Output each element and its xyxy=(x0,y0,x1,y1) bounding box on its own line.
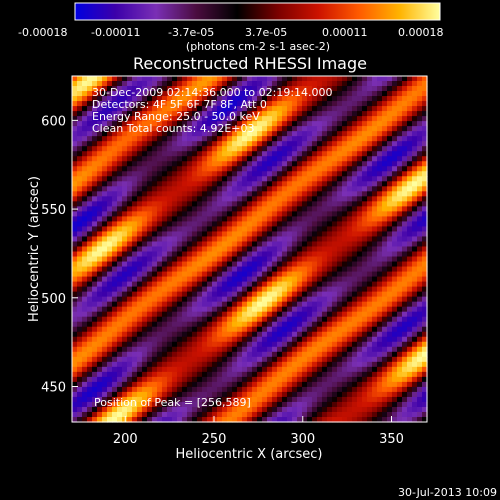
colorbar-tick-label: -0.00018 xyxy=(18,26,67,39)
chart-title: Reconstructed RHESSI Image xyxy=(133,54,367,73)
colorbar-ticks: -0.00018 -0.00011 -3.7e-05 3.7e-05 0.00011 0.… xyxy=(18,26,444,39)
y-tick-label: 450 xyxy=(41,381,66,396)
x-tick-label: 300 xyxy=(290,432,315,447)
colorbar-tick-label: -0.00011 xyxy=(91,26,140,39)
colorbar-tick-label: 0.00018 xyxy=(398,26,444,39)
colorbar-tick-label: 3.7e-05 xyxy=(245,26,287,39)
info-detectors: Detectors: 4F 5F 6F 7F 8F, Att 0 xyxy=(92,98,267,111)
y-axis-ticks: 450 500 550 600 xyxy=(41,114,78,396)
x-axis-ticks: 200 250 300 350 xyxy=(113,416,404,447)
colorbar xyxy=(74,2,441,21)
heatmap-image xyxy=(72,76,428,423)
x-tick-label: 200 xyxy=(113,432,138,447)
x-axis-label: Heliocentric X (arcsec) xyxy=(176,447,323,462)
plot-frame xyxy=(71,75,428,423)
peak-position-label: Position of Peak = [256,589] xyxy=(94,396,251,409)
x-tick-label: 350 xyxy=(379,432,404,447)
timestamp: 30-Jul-2013 10:09 xyxy=(398,486,497,499)
colorbar-tick-label: 0.00011 xyxy=(322,26,368,39)
x-tick-label: 250 xyxy=(202,432,227,447)
info-time-range: 30-Dec-2009 02:14:36.000 to 02:19:14.000 xyxy=(92,86,333,99)
observation-info: 30-Dec-2009 02:14:36.000 to 02:19:14.000… xyxy=(92,86,333,135)
colorbar-tick-label: -3.7e-05 xyxy=(168,26,214,39)
y-tick-label: 600 xyxy=(41,114,66,129)
info-total-counts: Clean Total counts: 4.92E+03 xyxy=(92,122,255,135)
info-energy-range: Energy Range: 25.0 - 50.0 keV xyxy=(92,110,260,123)
colorbar-label: (photons cm-2 s-1 asec-2) xyxy=(186,40,330,53)
y-tick-label: 500 xyxy=(41,292,66,307)
y-tick-label: 550 xyxy=(41,203,66,218)
y-axis-label: Heliocentric Y (arcsec) xyxy=(27,176,42,322)
